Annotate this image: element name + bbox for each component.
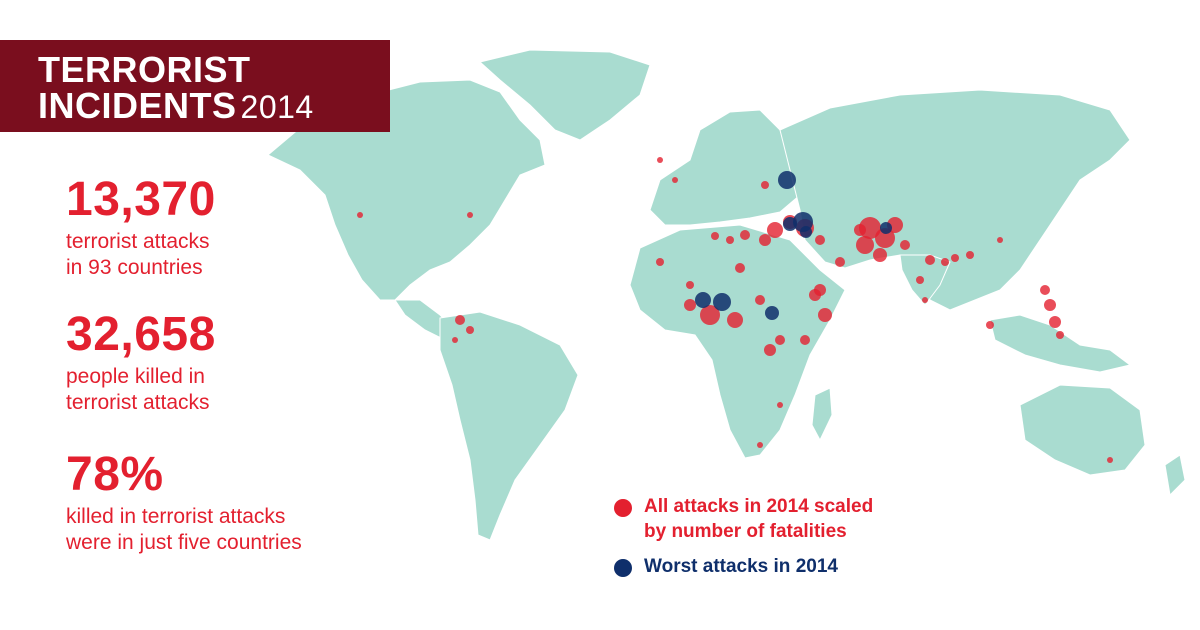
north-america-land — [267, 79, 546, 301]
legend-item-all-attacks: All attacks in 2014 scaled by number of … — [614, 494, 944, 544]
title-line-1: TERRORIST — [38, 49, 251, 90]
landmasses — [267, 49, 1186, 541]
europe-land — [649, 109, 801, 226]
legend-item-worst-attacks: Worst attacks in 2014 — [614, 554, 944, 579]
title-year: 2014 — [240, 89, 314, 125]
stat-description: killed in terrorist attacks were in just… — [66, 505, 302, 554]
stat-value: 32,658 — [66, 308, 216, 361]
stat-percent: 78% killed in terrorist attacks were in … — [66, 450, 302, 556]
stat-description: people killed in terrorist attacks — [66, 365, 210, 414]
southeast-asia-islands-land — [989, 314, 1132, 373]
asia-land — [779, 89, 1131, 311]
legend-label: Worst attacks in 2014 — [644, 556, 838, 577]
india-land — [899, 254, 951, 306]
south-america-land — [439, 311, 579, 541]
australia-land — [1019, 384, 1146, 476]
title-line-2: INCIDENTS — [38, 85, 237, 126]
legend-label: All attacks in 2014 scaled by number of … — [644, 496, 874, 542]
stat-killed: 32,658 people killed in terrorist attack… — [66, 310, 216, 416]
attack-markers-worst — [695, 171, 892, 320]
red-dot-icon — [614, 499, 632, 517]
navy-dot-icon — [614, 559, 632, 577]
title-banner: TERRORIST INCIDENTS 2014 — [0, 40, 390, 132]
greenland-land — [478, 49, 651, 141]
stat-value: 78% — [66, 448, 164, 501]
africa-land — [629, 224, 846, 459]
stat-description: terrorist attacks in 93 countries — [66, 230, 210, 279]
stat-attacks: 13,370 terrorist attacks in 93 countries — [66, 175, 216, 281]
attack-markers-red — [357, 157, 1113, 463]
stat-value: 13,370 — [66, 173, 216, 226]
new-zealand-land — [1164, 454, 1186, 497]
map-legend: All attacks in 2014 scaled by number of … — [614, 494, 944, 589]
madagascar-land — [811, 387, 833, 442]
